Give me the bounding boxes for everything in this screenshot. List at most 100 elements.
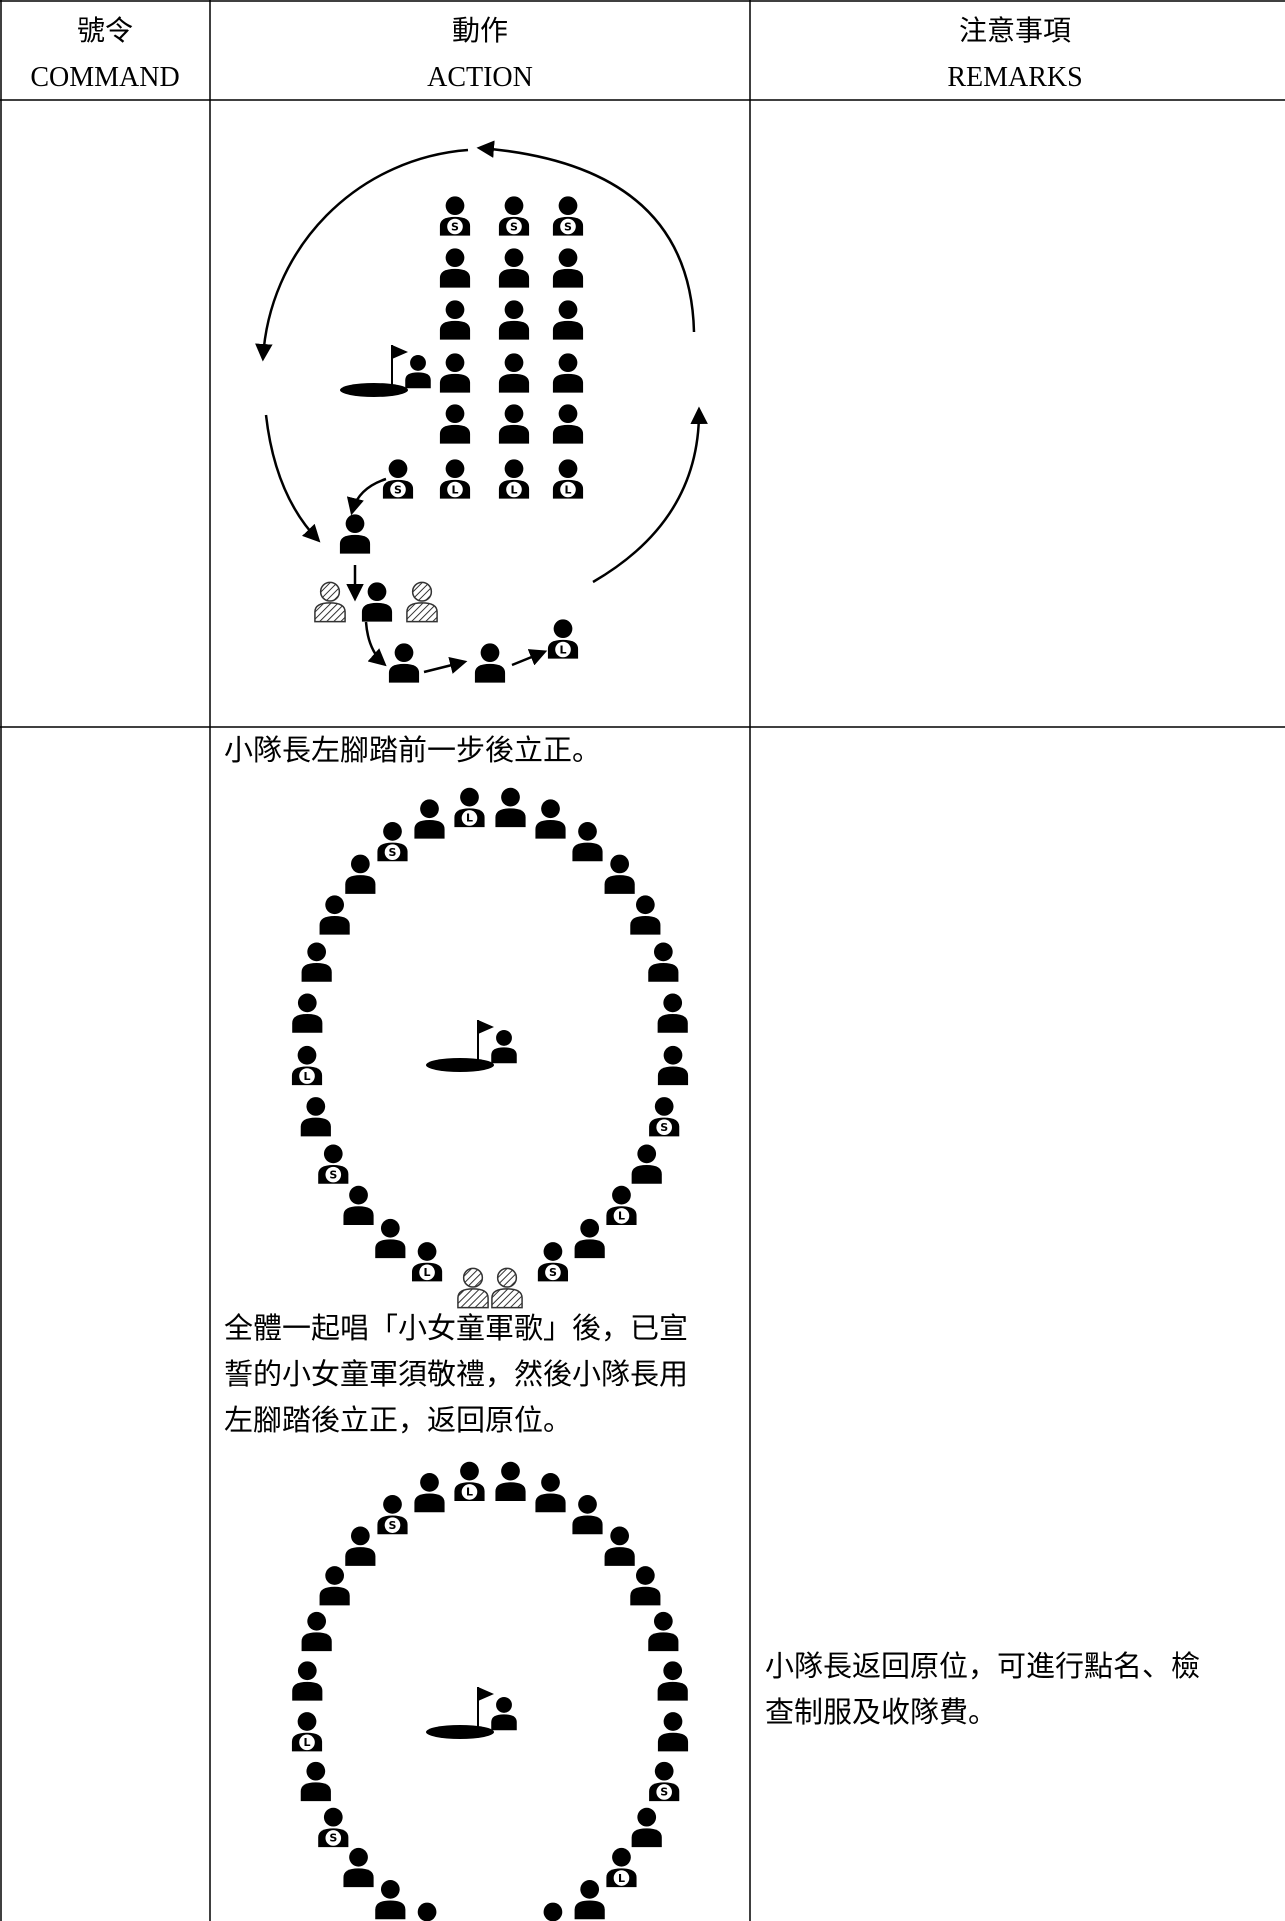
icon-head	[558, 353, 578, 373]
icon-badge	[384, 1517, 401, 1533]
person-icon: S	[543, 1902, 563, 1921]
icon-body	[552, 424, 584, 444]
icon-body	[657, 1014, 688, 1033]
icon-body	[572, 1515, 603, 1535]
icon-head	[420, 1473, 439, 1492]
icon-badge	[299, 1068, 315, 1084]
icon-head	[543, 1902, 563, 1921]
icon-head	[496, 1267, 518, 1288]
person-icon	[552, 248, 584, 288]
icon-letter: S	[329, 1168, 337, 1181]
icon-body	[657, 1732, 689, 1752]
person-icon	[657, 1661, 688, 1701]
icon-body	[552, 268, 584, 288]
icon-badge	[506, 218, 522, 235]
icon-body	[414, 819, 445, 839]
person-icon	[414, 1473, 445, 1513]
icon-head	[410, 354, 426, 371]
icon-head	[380, 1879, 400, 1899]
icon-body	[301, 963, 332, 982]
icon-body	[604, 875, 635, 894]
icon-body	[657, 1681, 688, 1701]
icon-badge	[555, 641, 571, 658]
header-en: ACTION	[427, 62, 533, 93]
icon-body	[631, 1828, 662, 1848]
person-icon	[498, 248, 530, 288]
icon-body	[439, 320, 471, 340]
person-icon	[474, 643, 506, 683]
icon-body	[439, 424, 471, 444]
flag	[478, 1020, 494, 1034]
icon-head	[445, 459, 465, 479]
icon-badge	[613, 1208, 630, 1224]
icon-body	[535, 819, 566, 839]
person-icon	[300, 1761, 331, 1802]
icon-body	[498, 373, 530, 393]
icon-head	[325, 895, 345, 915]
icon-head	[558, 196, 578, 216]
person-icon	[491, 1029, 517, 1064]
flag	[392, 345, 408, 359]
icon-head	[663, 1712, 683, 1731]
icon-head	[445, 300, 465, 320]
icon-head	[319, 581, 341, 602]
icon-head	[504, 300, 524, 320]
icon-head	[612, 1185, 631, 1205]
person-icon	[535, 1473, 566, 1513]
leader-icon	[426, 1687, 494, 1739]
icon-head	[654, 1761, 674, 1781]
action-text: 左腳踏後立正，返回原位。	[224, 1403, 572, 1437]
icon-head	[307, 1611, 327, 1631]
icon-badge	[461, 1484, 478, 1500]
person-icon	[375, 1218, 406, 1259]
icon-letter: L	[451, 483, 458, 496]
header-zh: 注意事項	[959, 15, 1071, 47]
person-icon: S	[498, 196, 530, 236]
person-icon	[572, 1494, 603, 1535]
person-icon	[648, 1611, 679, 1652]
header-en: REMARKS	[947, 62, 1082, 93]
icon-letter: S	[660, 1786, 668, 1799]
icon-body	[552, 373, 584, 393]
icon-head	[580, 1879, 600, 1899]
icon-head	[325, 1566, 345, 1585]
icon-body	[388, 663, 420, 683]
icon-head	[663, 1045, 683, 1065]
icon-head	[501, 787, 520, 807]
icon-body	[439, 268, 471, 288]
icon-body	[345, 875, 376, 894]
person-icon: L	[606, 1847, 637, 1888]
person-icon: S	[649, 1097, 680, 1137]
icon-body	[574, 1239, 605, 1259]
icon-badge	[390, 481, 406, 498]
icon-head	[383, 1494, 402, 1514]
action-text: 誓的小女童軍須敬禮，然後小隊長用	[224, 1357, 688, 1391]
icon-badge	[419, 1264, 435, 1281]
icon-head	[504, 196, 524, 216]
icon-letter: L	[304, 1736, 311, 1749]
icon-letter: S	[549, 1266, 557, 1279]
icon-body	[495, 1482, 526, 1502]
icon-badge	[325, 1166, 342, 1183]
icon-body	[491, 1714, 517, 1731]
header-zh: 號令	[77, 15, 133, 47]
icon-head	[462, 1267, 484, 1288]
person-icon	[552, 404, 584, 444]
icon-head	[350, 854, 370, 874]
icon-body	[491, 1047, 517, 1064]
icon-head	[445, 196, 465, 216]
person-icon	[498, 300, 530, 340]
remarks-text: 查制服及收隊費。	[765, 1695, 997, 1729]
person-icon	[345, 854, 376, 894]
icon-head	[349, 1847, 368, 1867]
icon-badge	[447, 481, 463, 498]
icon-head	[504, 404, 524, 424]
icon-badge	[545, 1264, 561, 1281]
icon-letter: L	[466, 1486, 473, 1499]
icon-badge	[299, 1734, 315, 1751]
icon-badge	[613, 1870, 630, 1886]
person-icon	[657, 1712, 689, 1752]
icon-head	[558, 300, 578, 320]
person-icon	[439, 353, 471, 393]
icon-body	[375, 1239, 406, 1259]
